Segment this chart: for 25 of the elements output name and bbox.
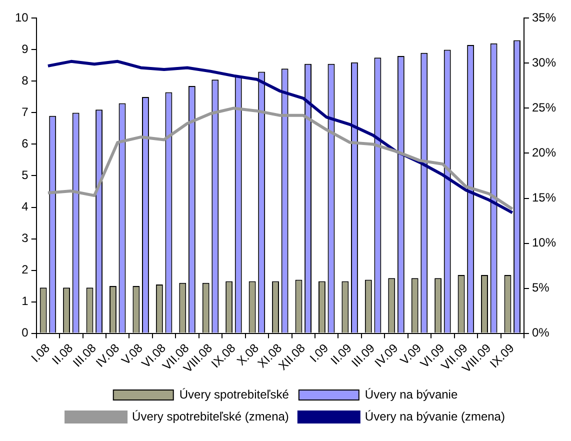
legend-label: Úvery spotrebiteľské (zmena) — [132, 409, 289, 424]
y2-tick-label: 35% — [532, 10, 556, 25]
y2-tick-label: 10% — [532, 236, 556, 250]
y2-tick-label: 0% — [532, 326, 550, 340]
y-tick-label: 0 — [22, 326, 29, 340]
y-tick-label: 1 — [22, 294, 29, 308]
x-tick-label: I.09 — [307, 340, 332, 365]
legend-label: Úvery spotrebiteľské — [179, 387, 290, 402]
y-tick-label: 2 — [22, 262, 29, 277]
x-tick-label: I.08 — [28, 340, 53, 365]
legend-label: Úvery na bývanie — [364, 387, 458, 402]
y2-tick-label: 20% — [532, 146, 556, 160]
y2-tick-label: 15% — [532, 190, 556, 205]
y-tick-label: 6 — [22, 136, 29, 151]
y-tick-label: 8 — [22, 74, 29, 88]
y2-tick-label: 30% — [532, 56, 556, 70]
y-tick-label: 4 — [22, 200, 29, 214]
y-tick-label: 9 — [22, 42, 29, 56]
legend-label: Úvery na bývanie (zmena) — [364, 409, 505, 424]
y2-tick-label: 5% — [532, 280, 550, 295]
y-tick-label: 5 — [22, 168, 29, 182]
y2-tick-label: 25% — [532, 100, 556, 115]
y-tick-label: 10 — [14, 10, 29, 25]
y-tick-label: 3 — [22, 231, 29, 246]
y-tick-label: 7 — [22, 105, 29, 120]
